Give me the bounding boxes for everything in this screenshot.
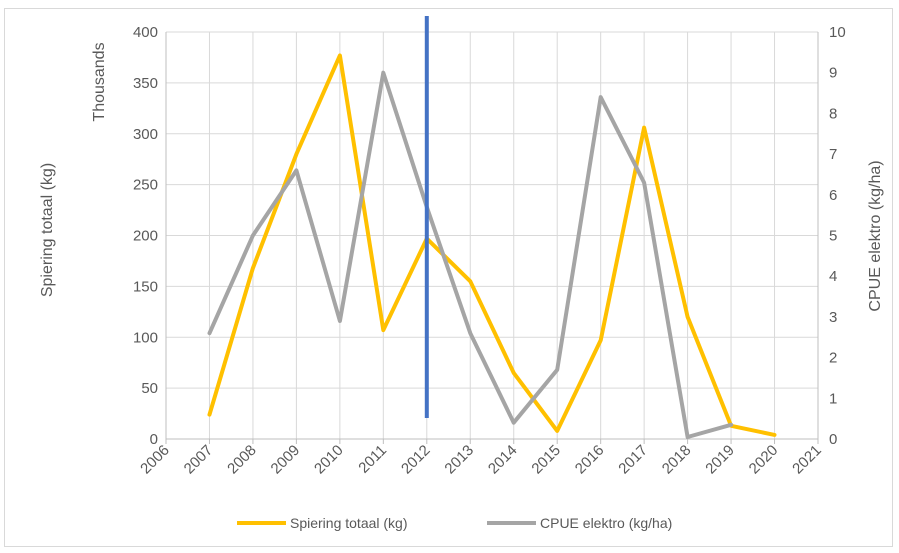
left-axis-tick-label: 0 — [150, 431, 158, 448]
legend-label-cpue: CPUE elektro (kg/ha) — [540, 515, 672, 531]
right-axis-tick-label: 9 — [829, 65, 837, 82]
legend: Spiering totaal (kg) CPUE elektro (kg/ha… — [237, 515, 672, 531]
left-axis-unit-label: Thousands — [91, 42, 108, 121]
right-axis-tick-label: 1 — [829, 390, 837, 407]
left-axis-title: Spiering totaal (kg) — [39, 163, 56, 297]
x-axis-tick-label: 2014 — [485, 442, 521, 478]
x-axis-tick-label: 2009 — [268, 442, 304, 478]
x-axis-tick-label: 2007 — [181, 442, 217, 478]
left-axis-tick-label: 350 — [133, 75, 158, 92]
x-axis-tick-label: 2006 — [137, 442, 173, 478]
x-axis-tick-label: 2016 — [572, 442, 608, 478]
x-axis-tick-label: 2017 — [615, 442, 651, 478]
left-axis-tick-label: 250 — [133, 177, 158, 194]
right-axis-tick-label: 0 — [829, 431, 837, 448]
x-axis-tick-label: 2012 — [398, 442, 434, 478]
series-line-cpue — [207, 70, 734, 439]
series-line-spiering — [207, 53, 777, 437]
right-axis-tick-label: 2 — [829, 350, 837, 367]
legend-label-spiering: Spiering totaal (kg) — [290, 515, 408, 531]
right-axis-tick-label: 4 — [829, 268, 837, 285]
right-axis-tick-label: 8 — [829, 105, 837, 122]
x-axis-tick-label: 2013 — [441, 442, 477, 478]
left-axis-tick-label: 200 — [133, 228, 158, 245]
axes — [165, 32, 819, 440]
right-axis-ticks: 0 1 2 3 4 5 6 7 8 9 10 — [829, 24, 846, 448]
left-axis-tick-label: 300 — [133, 126, 158, 143]
right-axis-tick-label: 6 — [829, 187, 837, 204]
x-axis-tick-label: 2011 — [355, 442, 390, 477]
chart-frame — [4, 8, 893, 547]
left-axis-tick-label: 100 — [133, 329, 158, 346]
x-axis-tick-label: 2018 — [659, 442, 695, 478]
right-axis-tick-label: 7 — [829, 146, 837, 163]
x-axis-tick-label: 2021 — [789, 442, 825, 478]
left-axis-tick-label: 400 — [133, 24, 158, 41]
x-axis-tick-label: 2020 — [746, 442, 782, 478]
right-axis-title: CPUE elektro (kg/ha) — [867, 160, 884, 311]
x-axis-tick-label: 2019 — [702, 442, 738, 478]
x-axis-tick-label: 2015 — [528, 442, 564, 478]
right-axis-tick-label: 10 — [829, 24, 846, 41]
x-axis-tick-label: 2008 — [224, 442, 260, 478]
x-axis-ticks: 2006 2007 2008 2009 2010 2011 2012 2013 2014 2015… — [137, 442, 825, 478]
left-axis-ticks: 0 50 100 150 200 250 300 350 400 — [133, 24, 158, 448]
right-axis-tick-label: 5 — [829, 228, 837, 245]
right-axis-tick-label: 3 — [829, 309, 837, 326]
left-axis-tick-label: 50 — [141, 380, 158, 397]
left-axis-tick-label: 150 — [133, 278, 158, 295]
x-axis-tick-label: 2010 — [311, 442, 347, 478]
series-lines — [207, 53, 777, 439]
